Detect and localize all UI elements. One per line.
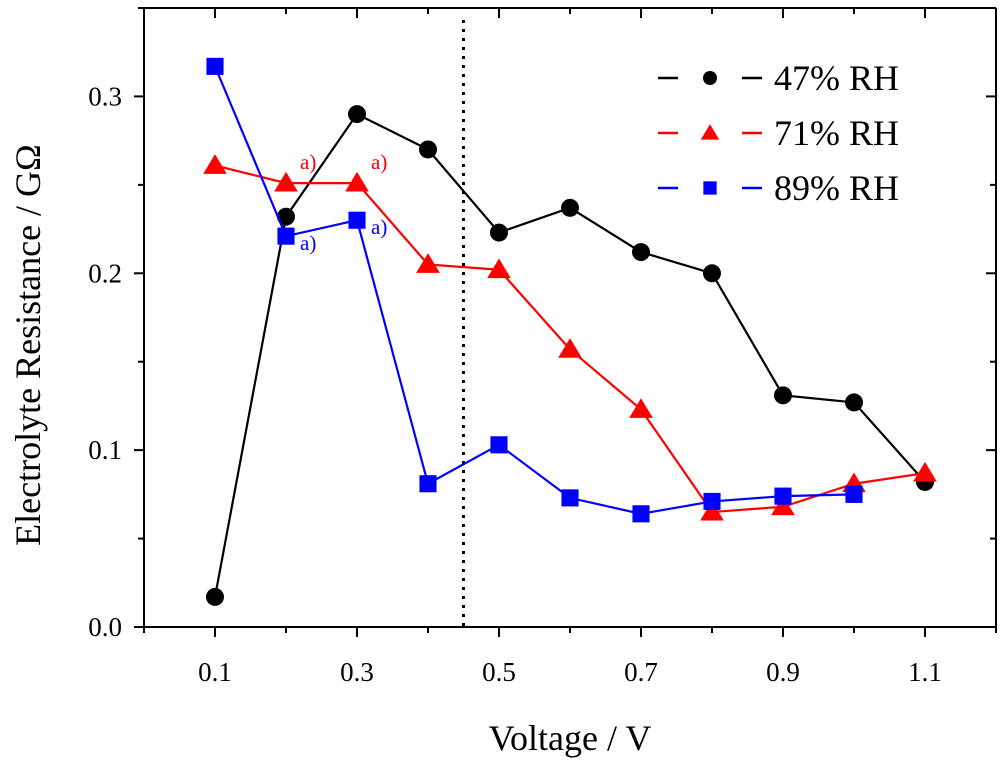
data-point: [629, 398, 653, 418]
data-point: [703, 264, 721, 283]
data-point: [490, 436, 508, 454]
x-tick-label: 0.5: [482, 657, 516, 687]
data-point: [632, 243, 650, 262]
x-axis-title: Voltage / V: [489, 718, 652, 758]
data-point: [419, 140, 437, 159]
data-point: [700, 500, 724, 521]
y-axis-title: Electrolyte Resistance / GΩ: [8, 144, 48, 546]
legend-label: 71% RH: [774, 113, 899, 153]
data-point: [206, 587, 224, 606]
data-point: [348, 105, 366, 124]
data-point: [845, 485, 863, 503]
data-point: [348, 211, 366, 229]
x-tick-label: 0.3: [340, 657, 374, 687]
data-point: [561, 489, 579, 507]
legend-marker: [703, 71, 717, 85]
data-point: [274, 171, 298, 192]
legend-marker: [700, 124, 720, 140]
data-point: [277, 207, 295, 226]
axes: 0.1 0.3 0.5 0.7 0.9 1.1 0.0 0.1 0.2 0.3: [88, 7, 997, 687]
legend-label: 47% RH: [774, 58, 899, 98]
y-tick-label: 0.1: [88, 435, 122, 465]
annotation-label: a): [300, 150, 316, 174]
data-point: [206, 57, 224, 75]
plot-area: a) a) a) a): [203, 20, 937, 627]
data-point: [703, 492, 721, 510]
data-point: [774, 487, 792, 505]
annotation-label: a): [371, 215, 387, 239]
y-tick-label: 0.0: [88, 612, 122, 642]
x-tick-label: 0.9: [766, 657, 800, 687]
data-point: [558, 338, 582, 358]
data-point: [419, 475, 437, 493]
data-point: [490, 223, 508, 242]
legend: 47% RH 71% RH 89% RH: [658, 58, 899, 208]
data-point: [774, 386, 792, 405]
y-tick-label: 0.2: [88, 258, 122, 288]
series-line-2: [213, 65, 855, 515]
x-tick-label: 1.1: [908, 657, 942, 687]
data-point: [845, 393, 863, 412]
data-point: [913, 461, 937, 482]
data-point: [203, 154, 227, 174]
data-point: [632, 505, 650, 523]
data-point: [277, 227, 295, 245]
legend-label: 89% RH: [774, 168, 899, 208]
data-point: [561, 198, 579, 217]
annotation-label: a): [300, 231, 316, 255]
annotation-label: a): [371, 150, 387, 174]
data-point: [487, 258, 511, 279]
data-point: [771, 495, 795, 516]
data-point: [345, 171, 369, 192]
legend-marker: [703, 181, 717, 195]
data-point: [416, 253, 440, 273]
x-tick-label: 0.1: [198, 657, 232, 687]
x-tick-label: 0.7: [624, 657, 658, 687]
y-tick-label: 0.3: [88, 81, 122, 111]
